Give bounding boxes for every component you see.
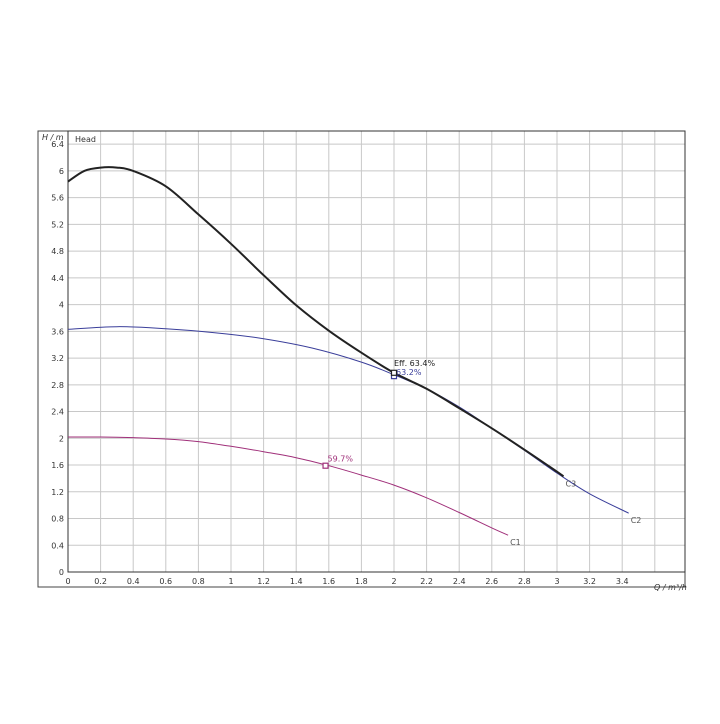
marker-layer: 59.7% 63.2%Eff. 63.4% <box>322 359 435 469</box>
y-tick-label: 1.6 <box>51 461 64 470</box>
x-tick-label: 2.4 <box>453 577 466 586</box>
y-tick-label: 2.4 <box>51 408 64 417</box>
tick-label-layer: 0 0.2 0.4 0.6 0.8 1 1.2 1.4 1.6 1.8 2 2.2 2.4 2.6 2.8 3… <box>51 140 628 586</box>
y-tick-label: 4.8 <box>51 247 64 256</box>
y-tick-label: 6 <box>59 167 64 176</box>
x-tick-label: 1.4 <box>290 577 303 586</box>
y-tick-label: 3.6 <box>51 327 64 336</box>
x-tick-label: 3.4 <box>616 577 629 586</box>
operating-point-marker <box>390 369 398 376</box>
y-tick-label: 6.4 <box>51 140 64 149</box>
x-tick-label: 0.6 <box>159 577 172 586</box>
y-tick-label: 0 <box>59 568 64 577</box>
series-label-c3: C3 <box>566 479 577 488</box>
efficiency-label: 59.7% <box>328 455 354 464</box>
y-axis-label: H / m <box>42 133 64 142</box>
efficiency-label: Eff. 63.4% <box>394 359 435 368</box>
x-tick-label: 0 <box>65 577 70 586</box>
x-tick-label: 2.6 <box>485 577 498 586</box>
series-line-c1 <box>67 436 509 536</box>
x-tick-label: 0.2 <box>94 577 107 586</box>
operating-point-marker <box>322 462 329 469</box>
x-tick-label: 2 <box>391 577 396 586</box>
x-tick-label: 2.2 <box>420 577 433 586</box>
panel-label: Head <box>75 135 96 144</box>
x-tick-label: 2.8 <box>518 577 531 586</box>
y-tick-label: 2.8 <box>51 381 64 390</box>
series-layer: C1 C2 C3 <box>67 166 642 547</box>
y-tick-label: 4.4 <box>51 274 64 283</box>
x-tick-label: 0.8 <box>192 577 205 586</box>
series-line-c3 <box>67 166 565 478</box>
y-tick-label: 3.2 <box>51 354 64 363</box>
y-tick-label: 5.2 <box>51 220 64 229</box>
x-tick-label: 1.8 <box>355 577 368 586</box>
grid-layer <box>68 131 685 572</box>
y-tick-label: 0.4 <box>51 541 64 550</box>
x-tick-label: 1.2 <box>257 577 270 586</box>
efficiency-label: 63.2% <box>396 368 422 377</box>
y-tick-label: 2 <box>59 434 64 443</box>
x-axis-label: Q / m³/h <box>654 583 687 592</box>
x-tick-label: 3 <box>554 577 559 586</box>
x-tick-label: 1.6 <box>322 577 335 586</box>
y-tick-label: 0.8 <box>51 515 64 524</box>
y-tick-label: 1.2 <box>51 488 64 497</box>
series-label-c2: C2 <box>631 516 642 525</box>
y-tick-label: 4 <box>59 301 64 310</box>
series-label-c1: C1 <box>510 538 521 547</box>
x-tick-label: 0.4 <box>127 577 140 586</box>
plot-border <box>67 130 686 573</box>
x-tick-label: 1 <box>228 577 233 586</box>
x-tick-label: 3.2 <box>583 577 596 586</box>
y-tick-label: 5.6 <box>51 194 64 203</box>
